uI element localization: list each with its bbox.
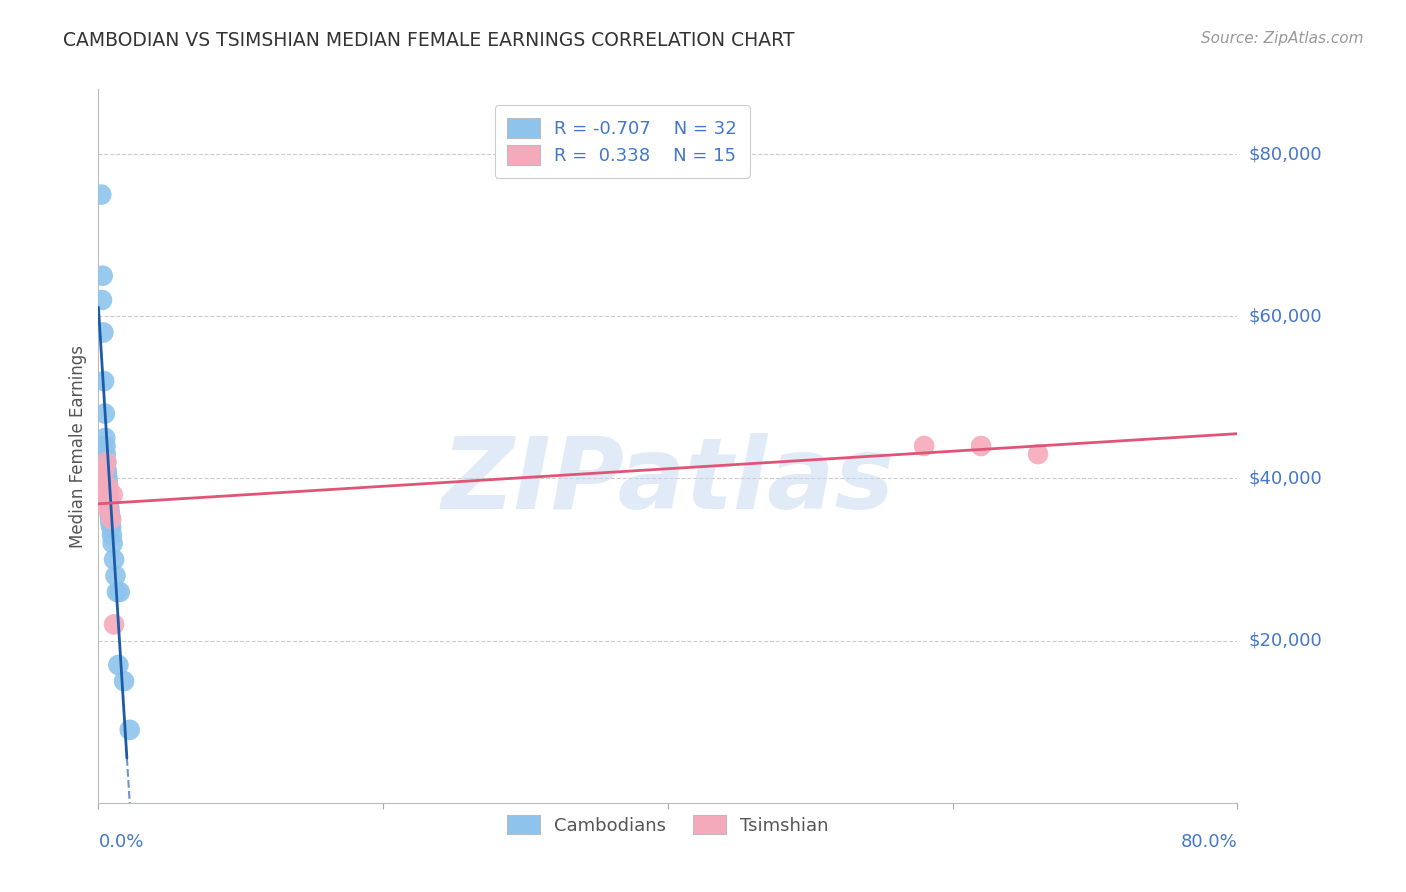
Point — [91, 471, 114, 485]
Point — [107, 657, 129, 672]
Point — [94, 431, 117, 445]
Text: Source: ZipAtlas.com: Source: ZipAtlas.com — [1201, 31, 1364, 46]
Point — [101, 488, 124, 502]
Point — [98, 512, 121, 526]
Point — [103, 617, 125, 632]
Point — [96, 455, 118, 469]
Point — [94, 407, 117, 421]
Point — [100, 512, 122, 526]
Point — [90, 187, 112, 202]
Point — [94, 447, 117, 461]
Point — [101, 528, 124, 542]
Text: 80.0%: 80.0% — [1181, 833, 1237, 851]
Point — [105, 585, 128, 599]
Point — [93, 374, 115, 388]
Point — [97, 475, 120, 490]
Point — [98, 504, 121, 518]
Point — [1026, 447, 1049, 461]
Point — [97, 488, 120, 502]
Point — [93, 326, 115, 340]
Point — [104, 568, 127, 582]
Point — [97, 488, 120, 502]
Text: 0.0%: 0.0% — [98, 833, 143, 851]
Point — [97, 496, 120, 510]
Point — [101, 536, 124, 550]
Point — [96, 467, 118, 482]
Point — [96, 471, 118, 485]
Point — [103, 552, 125, 566]
Point — [91, 293, 114, 307]
Point — [91, 268, 114, 283]
Y-axis label: Median Female Earnings: Median Female Earnings — [69, 344, 87, 548]
Point — [96, 496, 118, 510]
Text: $80,000: $80,000 — [1249, 145, 1322, 163]
Point — [97, 491, 120, 506]
Point — [98, 508, 121, 522]
Point — [90, 496, 112, 510]
Point — [112, 674, 135, 689]
Point — [96, 455, 118, 469]
Text: $40,000: $40,000 — [1249, 469, 1322, 487]
Point — [912, 439, 935, 453]
Legend: Cambodians, Tsimshian: Cambodians, Tsimshian — [495, 802, 841, 847]
Text: CAMBODIAN VS TSIMSHIAN MEDIAN FEMALE EARNINGS CORRELATION CHART: CAMBODIAN VS TSIMSHIAN MEDIAN FEMALE EAR… — [63, 31, 794, 50]
Text: $60,000: $60,000 — [1249, 307, 1322, 326]
Point — [970, 439, 993, 453]
Point — [93, 463, 115, 477]
Point — [108, 585, 131, 599]
Point — [96, 463, 118, 477]
Point — [94, 439, 117, 453]
Point — [98, 504, 121, 518]
Point — [98, 500, 121, 514]
Point — [97, 479, 120, 493]
Point — [94, 488, 117, 502]
Text: $20,000: $20,000 — [1249, 632, 1322, 649]
Point — [100, 520, 122, 534]
Point — [118, 723, 141, 737]
Point — [100, 516, 122, 530]
Text: ZIPatlas: ZIPatlas — [441, 434, 894, 530]
